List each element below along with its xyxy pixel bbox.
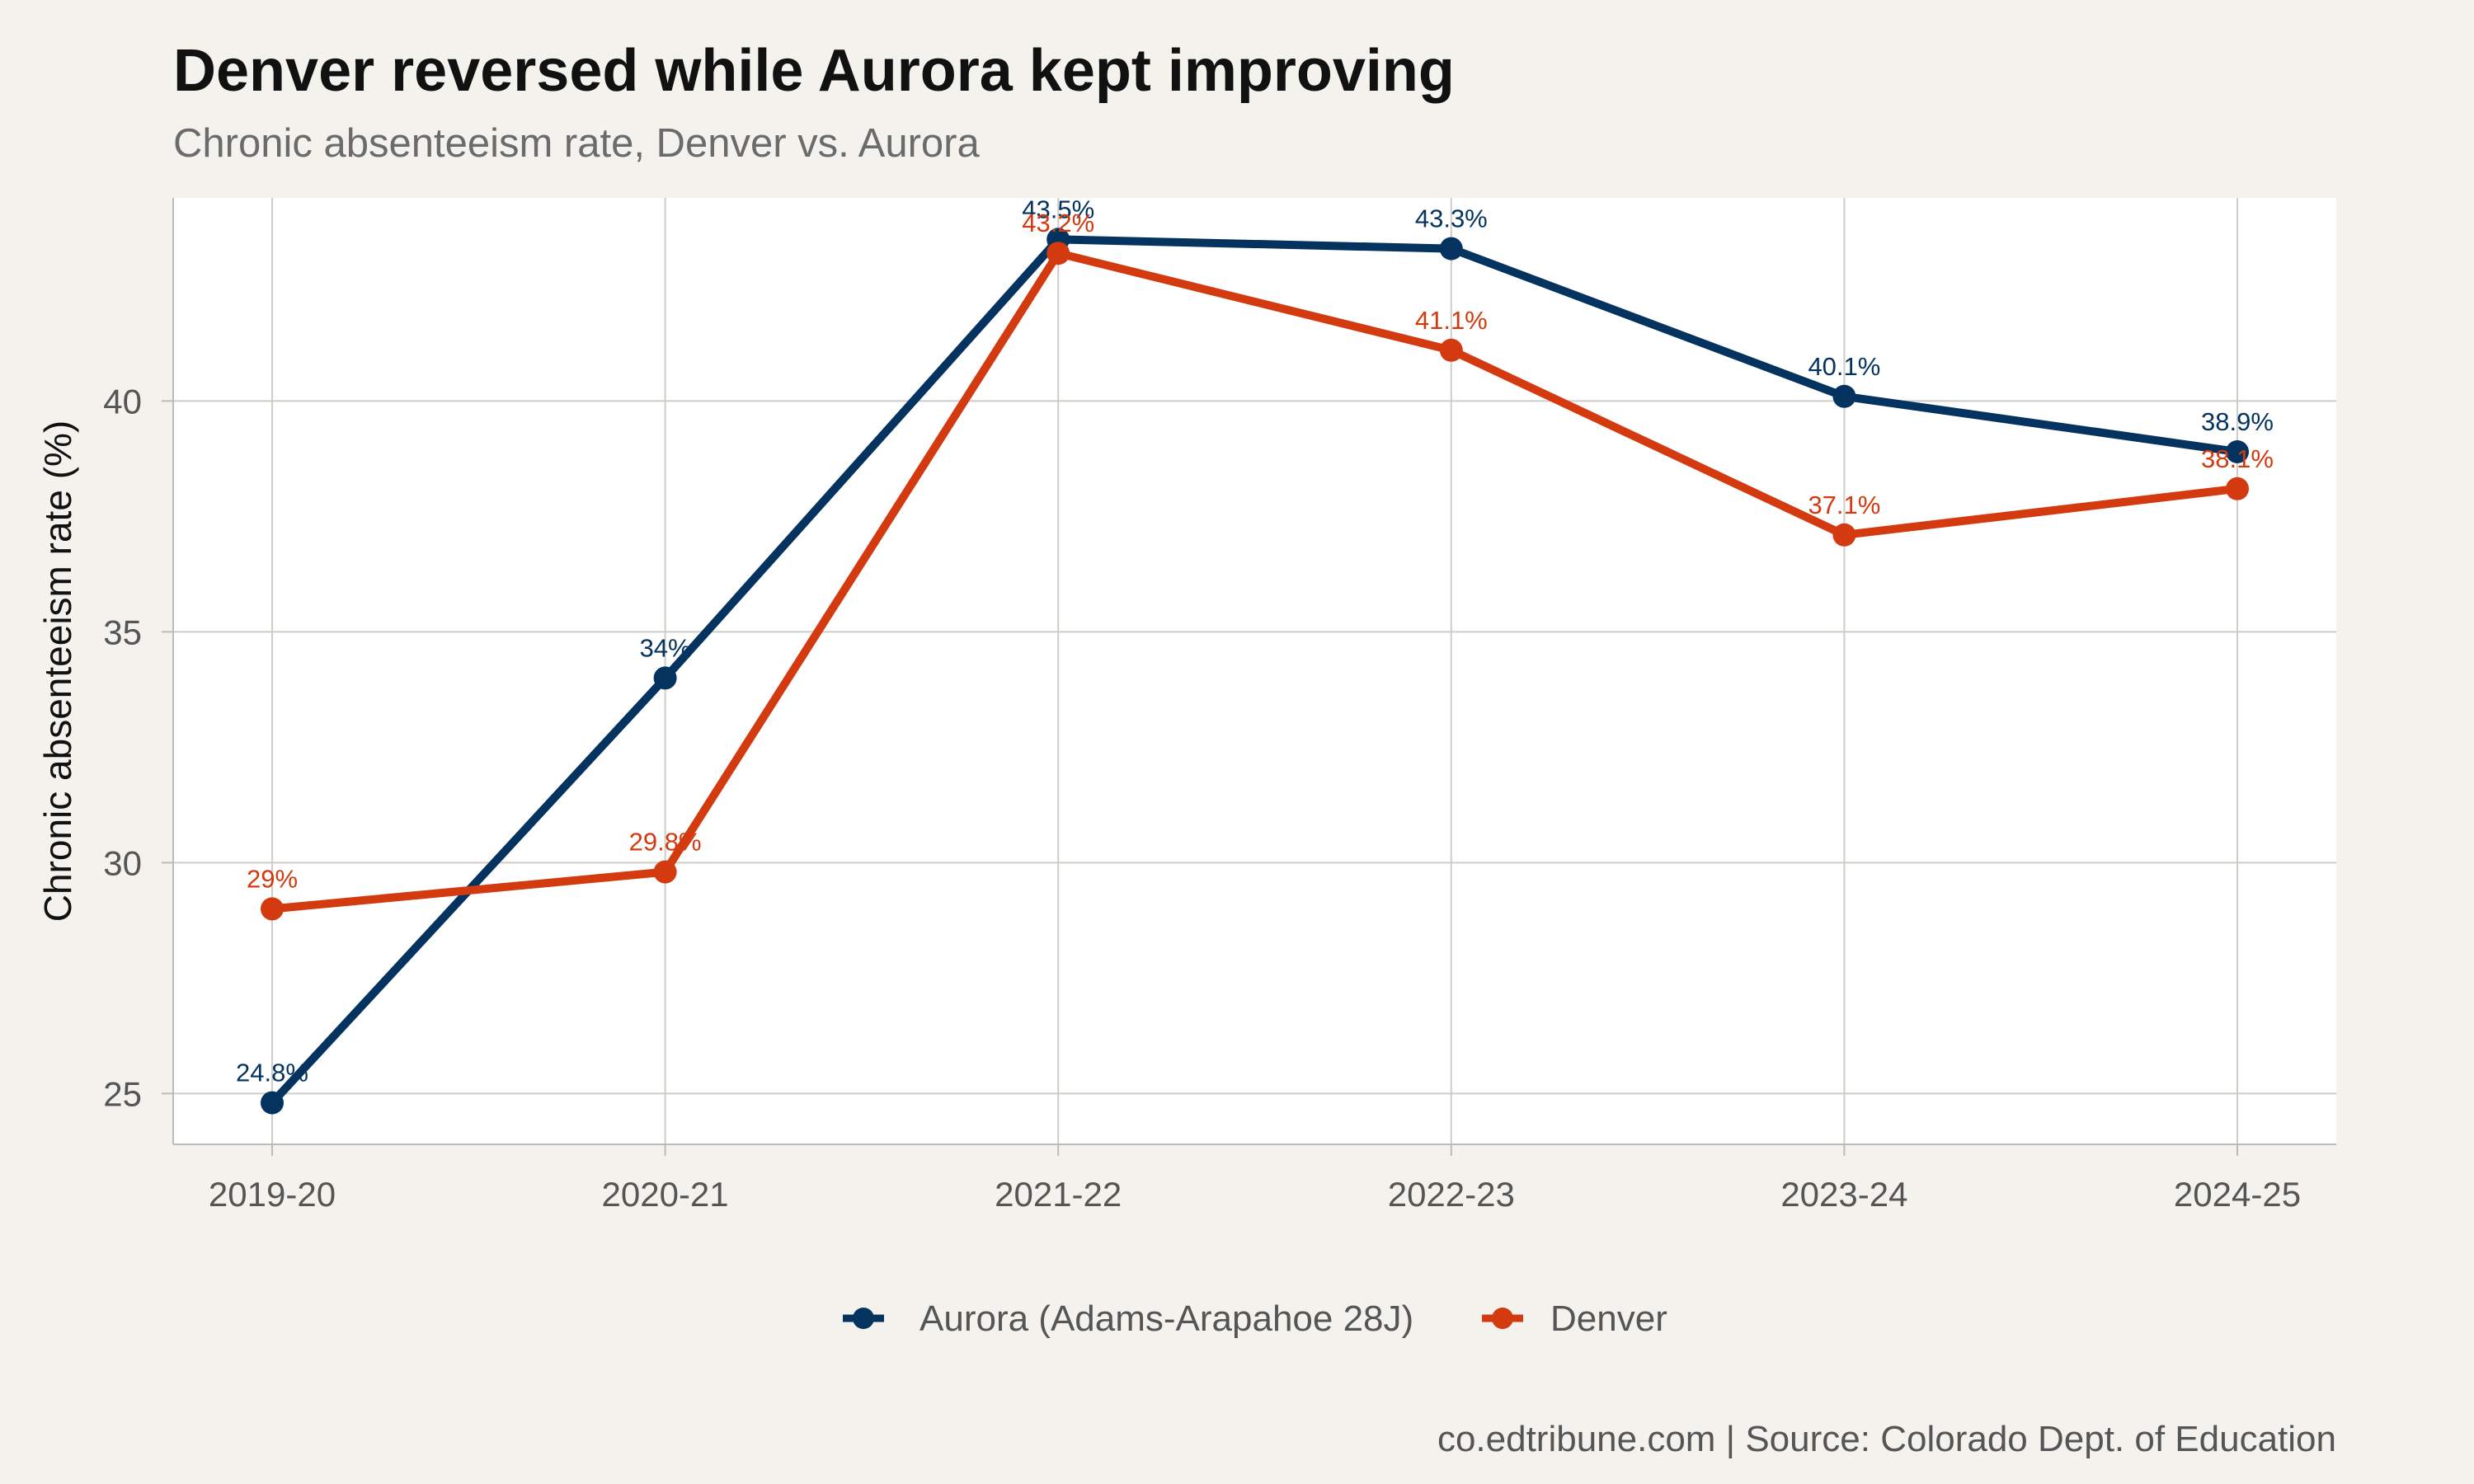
data-label-denver: 29% bbox=[247, 864, 298, 893]
legend-item-aurora: Aurora (Adams-Arapahoe 28J) bbox=[843, 1298, 1413, 1339]
plot-panel bbox=[173, 198, 2336, 1144]
legend-label-denver: Denver bbox=[1550, 1298, 1667, 1339]
legend-item-denver: Denver bbox=[1482, 1298, 1667, 1339]
data-point-aurora bbox=[1832, 384, 1856, 408]
data-point-denver bbox=[261, 897, 284, 921]
data-point-denver bbox=[1047, 242, 1070, 265]
data-label-denver: 38.1% bbox=[2201, 444, 2274, 473]
data-label-aurora: 34% bbox=[640, 633, 691, 662]
chart-title: Denver reversed while Aurora kept improv… bbox=[173, 38, 1455, 104]
data-label-denver: 43.2% bbox=[1022, 209, 1094, 237]
data-label-aurora: 43.3% bbox=[1415, 204, 1488, 233]
data-point-aurora bbox=[653, 666, 677, 690]
series-line-aurora bbox=[268, 235, 2241, 1107]
data-label-aurora: 40.1% bbox=[1808, 352, 1880, 381]
axes: 2019-20 2020-21 2021-22 2022-23 2023-24 2024-… bbox=[103, 198, 2336, 1214]
data-point-denver bbox=[1832, 523, 1856, 547]
x-tick-label: 2024-25 bbox=[2174, 1175, 2301, 1214]
legend-marker-denver bbox=[1492, 1308, 1513, 1329]
legend-label-aurora: Aurora (Adams-Arapahoe 28J) bbox=[920, 1298, 1413, 1339]
y-tick-label: 25 bbox=[103, 1074, 142, 1113]
y-axis-label: Chronic absenteeism rate (%) bbox=[36, 420, 79, 922]
data-labels: 24.8% 34% 43.5% 43.3% 40.1% 38.9% 29% 29.8% 43.2… bbox=[236, 195, 2274, 1087]
data-point-denver bbox=[653, 860, 677, 884]
chart-subtitle: Chronic absenteeism rate, Denver vs. Aur… bbox=[173, 121, 980, 166]
x-tick-label: 2019-20 bbox=[209, 1175, 336, 1214]
data-label-denver: 37.1% bbox=[1808, 491, 1880, 519]
data-point-aurora bbox=[1439, 237, 1463, 261]
data-label-denver: 29.8% bbox=[629, 828, 702, 857]
x-tick-label: 2022-23 bbox=[1388, 1175, 1515, 1214]
series-line-denver bbox=[268, 249, 2241, 913]
y-tick-label: 35 bbox=[103, 613, 142, 651]
data-label-aurora: 43.5% bbox=[1022, 195, 1094, 223]
chart-caption: co.edtribune.com | Source: Colorado Dept… bbox=[1437, 1419, 2336, 1459]
series-layer bbox=[261, 228, 2249, 1115]
grid-lines bbox=[173, 198, 2336, 1144]
data-point-denver bbox=[1439, 338, 1463, 362]
y-tick-label: 30 bbox=[103, 843, 142, 882]
data-label-aurora: 24.8% bbox=[236, 1059, 308, 1087]
legend: Aurora (Adams-Arapahoe 28J) Denver bbox=[843, 1298, 1667, 1339]
data-label-denver: 41.1% bbox=[1415, 306, 1488, 335]
x-tick-label: 2023-24 bbox=[1780, 1175, 1907, 1214]
x-tick-label: 2020-21 bbox=[602, 1175, 729, 1214]
x-tick-label: 2021-22 bbox=[995, 1175, 1122, 1214]
data-point-denver bbox=[2226, 477, 2249, 500]
data-label-aurora: 38.9% bbox=[2201, 407, 2274, 436]
y-tick-label: 40 bbox=[103, 382, 142, 420]
legend-marker-aurora bbox=[853, 1308, 874, 1329]
data-point-aurora bbox=[2226, 440, 2249, 463]
data-point-aurora bbox=[261, 1091, 284, 1115]
